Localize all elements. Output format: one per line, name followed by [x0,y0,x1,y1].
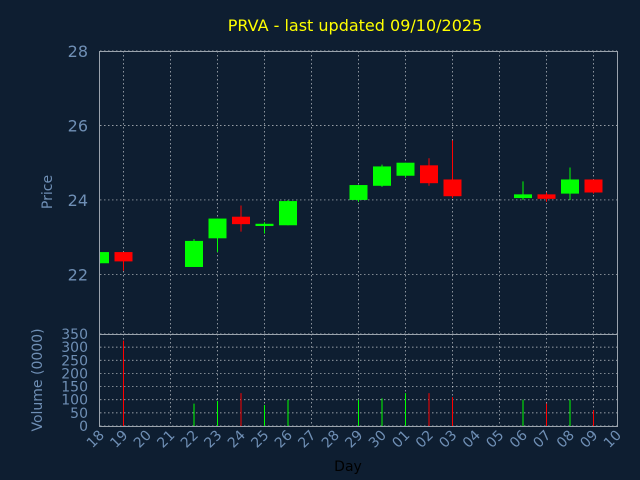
price-tick-label: 28 [68,42,88,61]
volume-tick-label: 100 [61,393,88,409]
day-tick-label: 21 [154,428,178,452]
candle [443,140,462,199]
candle-body [373,166,391,186]
candle-body [232,216,250,225]
volume-tick-label: 350 [61,327,88,343]
volume-bar-series [123,340,594,426]
day-tick-label: 28 [319,428,343,452]
candle [255,222,274,234]
candle [279,199,297,226]
day-tick-label: 06 [507,427,531,451]
volume-tick-label: 50 [70,406,88,422]
candle [373,164,391,187]
price-tick-label: 24 [68,191,88,210]
candle-body [584,179,603,193]
candle [514,181,532,200]
candle [185,239,203,267]
volume-tick-label: 150 [61,380,88,396]
day-tick-label: 30 [366,428,390,452]
volume-axis-label: Volume (0000) [30,328,46,431]
price-tick-label: 22 [68,265,88,284]
candle-body [443,179,462,197]
candle [208,218,227,253]
volume-tick-label: 300 [61,340,88,356]
candle [114,252,133,271]
day-tick-label: 01 [389,428,413,452]
candle-body [561,179,579,194]
candle-body [208,218,227,239]
day-tick-label: 19 [107,428,131,452]
day-tick-label: 27 [295,428,319,452]
day-tick-label: 23 [201,428,225,452]
day-tick-label: 26 [272,427,296,451]
day-tick-label: 04 [460,427,484,451]
x-axis-label: Day [334,459,362,475]
price-tick-label: 26 [68,116,88,135]
candle-body [420,165,438,184]
candle [349,185,368,202]
candle-body [537,194,556,199]
candle [537,192,556,202]
volume-tick-label: 250 [61,353,88,369]
day-tick-label: 09 [577,428,601,452]
candle-body [114,252,133,262]
day-tick-label: 03 [436,428,460,452]
day-tick-label: 02 [413,428,437,452]
day-tick-label: 10 [601,428,625,452]
candle [584,179,603,194]
chart-title: PRVA - last updated 09/10/2025 [228,16,482,35]
day-tick-label: 24 [225,427,249,451]
day-tick-label: 22 [178,428,202,452]
day-tick-label: 08 [554,428,578,452]
day-tick-label: 25 [248,428,272,452]
candle [396,162,415,178]
price-axis-label: Price [40,175,56,209]
day-tick-label: 05 [483,428,507,452]
volume-panel-frame [99,334,618,427]
candle-body [279,201,297,226]
day-tick-labels: 18 19 20 21 22 23 24 25 26 27 28 29 30 01 02 03 04 05 06 07… [84,427,625,451]
candle [561,167,579,200]
candle [420,158,438,186]
candle [232,205,250,232]
day-tick-label: 20 [131,428,155,452]
candle [99,252,109,264]
candlestick-series [99,140,603,271]
volume-tick-label: 200 [61,366,88,382]
candle-body [185,240,203,267]
candle-body [100,252,109,264]
day-tick-label: 29 [342,428,366,452]
candle-body [396,162,415,176]
candle-body [514,194,532,199]
candle-body [255,223,274,227]
candle-body [349,185,368,200]
day-tick-label: 07 [530,428,554,452]
price-tick-labels: 22 24 26 28 [68,42,88,284]
volume-tick-label: 0 [79,419,88,435]
